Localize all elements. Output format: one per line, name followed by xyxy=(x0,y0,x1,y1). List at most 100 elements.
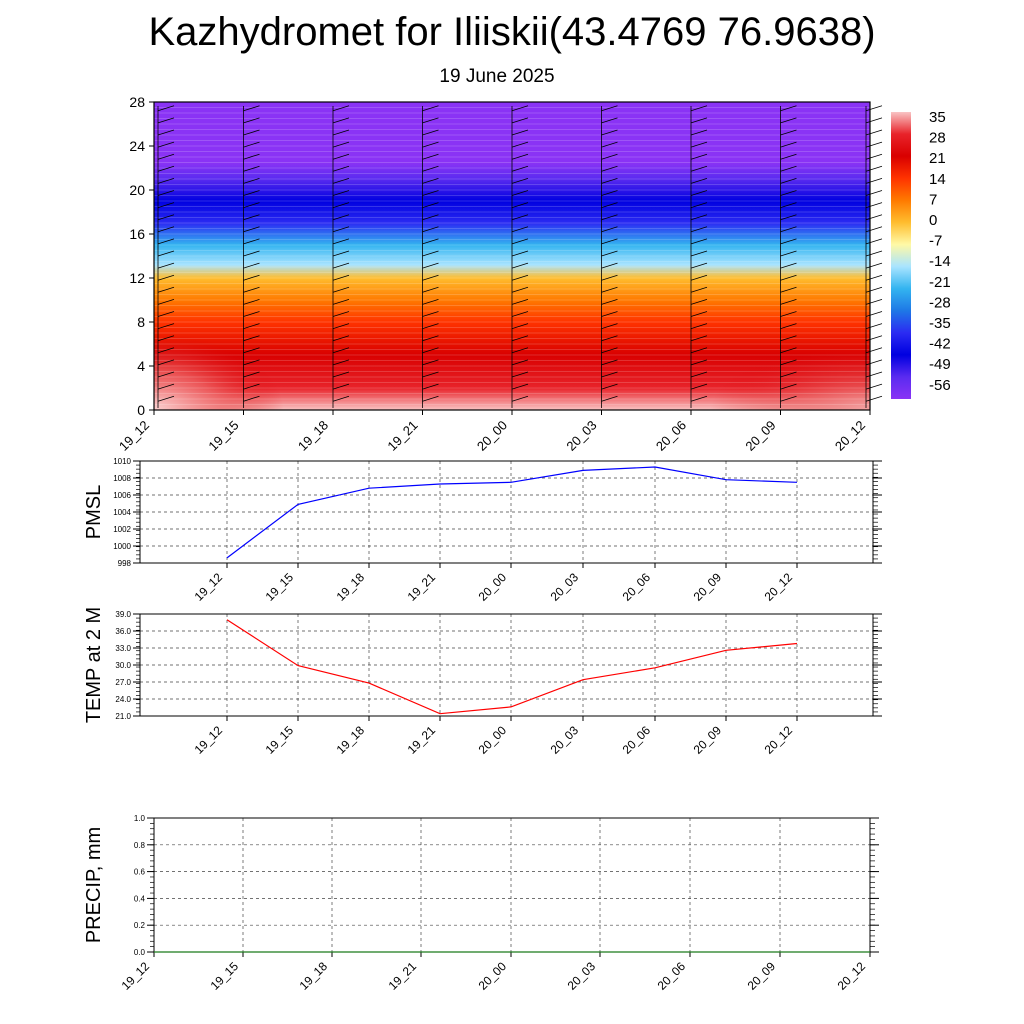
wind-barb xyxy=(157,347,175,354)
wind-barb xyxy=(601,117,618,124)
colorbar-label: -21 xyxy=(929,274,951,291)
colorbar-label: -56 xyxy=(929,377,951,394)
y-tick-label: 1.0 xyxy=(134,814,146,823)
wind-barb xyxy=(157,178,175,184)
y-tick-label: 4 xyxy=(137,358,145,374)
x-tick-label: 19_12 xyxy=(192,723,226,757)
wind-barb xyxy=(243,323,260,329)
wind-barb xyxy=(511,286,529,293)
wind-barb xyxy=(780,395,797,402)
plot-frame xyxy=(153,817,871,953)
wind-barb xyxy=(422,165,439,172)
wind-barb xyxy=(332,190,350,196)
wind-barb xyxy=(332,323,350,329)
wind-barb xyxy=(332,347,350,354)
wind-barb xyxy=(511,165,529,172)
chart-subtitle: 19 June 2025 xyxy=(439,66,555,87)
wind-barb xyxy=(780,190,797,196)
wind-barb xyxy=(601,383,618,390)
temp-2m-panel: 21.0 24.0 27.0 30.0 33.0 36.0 39.0 19_12 19_15 19… xyxy=(83,607,882,757)
wind-barb xyxy=(332,299,350,305)
y-tick-label: 0.0 xyxy=(134,948,146,957)
wind-barb xyxy=(865,274,883,281)
wind-barb xyxy=(157,311,175,317)
wind-barb xyxy=(780,335,797,342)
wind-barb xyxy=(332,226,350,233)
wind-barb xyxy=(243,299,260,305)
y-tick-label: 998 xyxy=(118,559,132,568)
wind-barb xyxy=(601,238,618,245)
wind-barb xyxy=(243,335,260,342)
colorbar-label: -7 xyxy=(929,233,942,250)
wind-barb xyxy=(690,383,708,390)
x-tick-label: 19_12 xyxy=(192,570,226,604)
x-tick-label: 20_06 xyxy=(620,570,654,604)
x-tick-label: 20_03 xyxy=(548,570,582,604)
x-tick-label: 19_15 xyxy=(208,959,242,993)
wind-barb xyxy=(601,202,618,208)
wind-barb xyxy=(332,395,350,402)
wind-barb xyxy=(511,274,529,281)
wind-barb xyxy=(243,178,260,184)
x-tick-label: 19_18 xyxy=(295,418,331,454)
wind-barb xyxy=(332,286,350,293)
wind-barb xyxy=(243,141,260,148)
wind-barb xyxy=(422,129,439,136)
y-tick-label: 39.0 xyxy=(115,610,131,619)
wind-barb xyxy=(243,117,260,124)
temperature-profile-panel: 0 4 8 12 16 20 24 28 19_12 19_15 19_18 19_21 20_00 20… xyxy=(116,94,883,454)
colorbar-label: 14 xyxy=(929,171,946,188)
wind-barb xyxy=(422,286,439,293)
wind-barb xyxy=(243,202,260,208)
wind-barb xyxy=(422,262,439,269)
series-line xyxy=(226,466,798,559)
wind-barb xyxy=(601,299,618,305)
wind-barb xyxy=(865,141,883,148)
x-tick-label: 20_06 xyxy=(653,418,689,454)
x-tick-label: 20_00 xyxy=(476,959,510,993)
wind-barb xyxy=(157,214,175,221)
wind-barb xyxy=(865,153,883,160)
wind-barb xyxy=(243,165,260,172)
wind-barb xyxy=(601,129,618,136)
x-tick-label: 20_09 xyxy=(691,570,725,604)
wind-barb xyxy=(157,238,175,245)
wind-barb xyxy=(332,214,350,221)
y-tick-label: 20 xyxy=(129,182,145,198)
wind-barb xyxy=(601,359,618,366)
wind-barb xyxy=(243,395,260,402)
wind-barb xyxy=(780,262,797,269)
wind-barb xyxy=(422,238,439,245)
y-tick-label: 24.0 xyxy=(115,695,131,704)
colorbar-label: 0 xyxy=(929,212,937,229)
wind-barb xyxy=(690,190,708,196)
wind-barb xyxy=(332,383,350,390)
warm-surface-area xyxy=(154,333,284,410)
x-tick-label: 19_21 xyxy=(405,723,439,757)
wind-barb xyxy=(865,165,883,172)
y-tick-label: 36.0 xyxy=(115,627,131,636)
wind-barb xyxy=(865,190,883,196)
wind-barb xyxy=(511,359,529,366)
wind-barb xyxy=(332,153,350,160)
wind-barb xyxy=(780,178,797,184)
warm-surface-area xyxy=(710,344,870,410)
grid xyxy=(140,460,873,564)
y-tick-label: 8 xyxy=(137,314,145,330)
wind-barb xyxy=(157,335,175,342)
wind-barb xyxy=(865,238,883,245)
wind-barb xyxy=(690,311,708,317)
wind-barb xyxy=(422,153,439,160)
colorbar-label: -28 xyxy=(929,294,951,311)
y-tick-label: 1000 xyxy=(113,542,131,551)
wind-barb xyxy=(690,395,708,402)
x-tick-label: 19_12 xyxy=(119,959,153,993)
wind-barb xyxy=(511,153,529,160)
y-tick-label: 28 xyxy=(129,94,145,110)
wind-barb xyxy=(157,299,175,305)
wind-barb xyxy=(601,190,618,196)
x-tick-label: 20_09 xyxy=(745,959,779,993)
wind-barb xyxy=(157,141,175,148)
wind-barb xyxy=(780,383,797,390)
wind-barb xyxy=(243,347,260,354)
